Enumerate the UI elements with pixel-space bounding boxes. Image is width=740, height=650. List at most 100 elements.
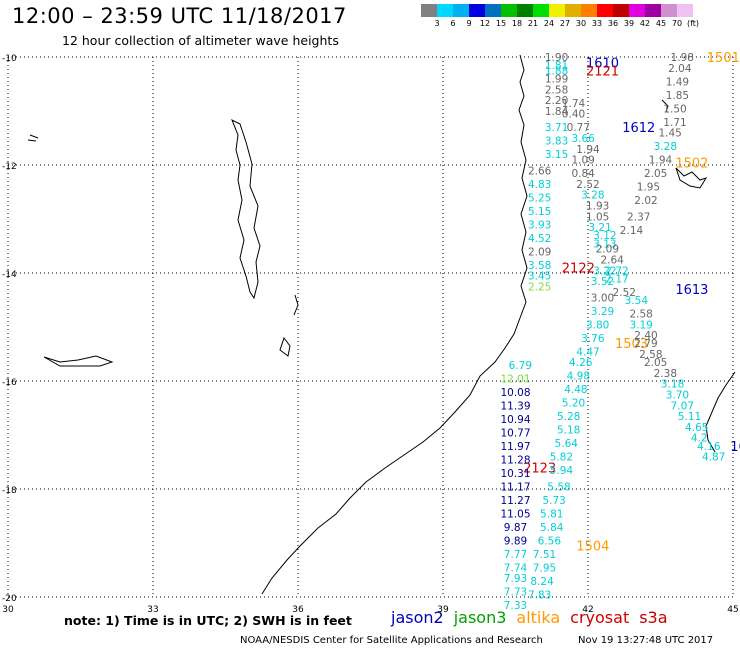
lon-tick-label: 36: [292, 605, 304, 615]
color-scale-label: 3: [434, 19, 440, 28]
wave-height-value: 6.56: [538, 535, 562, 547]
wave-height-value: 7.93: [504, 573, 527, 585]
color-swatch: [517, 4, 533, 17]
color-scale-label: (ft): [686, 19, 700, 28]
color-swatch: [581, 4, 597, 17]
track-number-label: 1503: [615, 337, 648, 352]
wave-height-value: 3.66: [571, 133, 595, 145]
wave-height-value: 7.77: [504, 549, 527, 561]
legend-item-altika: altika: [516, 608, 561, 627]
color-scale-label: 15: [495, 19, 507, 28]
satellite-legend: jason2 jason3 altika cryosat s3a: [391, 608, 678, 627]
wave-height-value: 0.40: [562, 109, 585, 121]
wave-height-value: 2.02: [634, 195, 657, 207]
wave-height-readings: 1.901.811.881.992.582.201.741.840.403.71…: [500, 52, 725, 612]
wave-height-value: 5.18: [557, 425, 580, 437]
lat-tick-label: -12: [2, 162, 17, 172]
wave-height-value: 9.89: [504, 535, 527, 547]
wave-height-value: 4.2: [691, 433, 708, 445]
small-lake: [279, 336, 291, 357]
wave-height-value: 2.05: [644, 168, 667, 180]
legend-item-s3a: s3a: [639, 608, 668, 627]
wave-height-value: 7.95: [533, 562, 556, 574]
wave-height-value: 9.87: [504, 522, 527, 534]
color-swatch: [629, 4, 645, 17]
madagascar-west-coast: [705, 371, 736, 453]
wave-height-color-scale: 3 6 9 12 15 18 21 24 27 30 33 36 39 42 45 70 (ft): [421, 4, 699, 31]
color-scale-label: 33: [591, 19, 603, 28]
wave-height-value: 1.84: [545, 106, 569, 118]
lake-malawi: [231, 118, 261, 300]
wave-height-value: 2.58: [639, 349, 662, 361]
wave-height-value: 11.39: [500, 400, 530, 412]
wave-height-value: 3.21: [588, 222, 611, 234]
wave-height-value: 2.20: [545, 95, 568, 107]
track-number-label: 1504: [576, 540, 609, 555]
wave-height-value: 3.52: [591, 276, 614, 288]
wave-height-value: 4.16: [697, 441, 721, 453]
legend-item-jason2: jason2: [391, 608, 444, 627]
wave-height-value: 0.77: [567, 122, 590, 134]
color-scale-label: 42: [639, 19, 651, 28]
wave-height-value: 7.73: [504, 587, 527, 599]
wave-height-value: 1.94: [649, 155, 673, 167]
wave-height-value: 2.14: [620, 225, 644, 237]
wave-height-value: 1.90: [545, 52, 568, 64]
wave-height-value: 5.15: [528, 206, 551, 218]
wave-height-value: 2.38: [654, 368, 677, 380]
wave-height-value: 11.17: [500, 481, 530, 493]
wave-height-value: 5.28: [557, 411, 580, 423]
wave-height-value: 7.51: [533, 549, 556, 561]
wave-height-value: 2.17: [605, 273, 628, 285]
wave-height-value: 2.09: [528, 246, 551, 258]
wave-height-value: 12.01: [500, 373, 530, 385]
wave-height-value: 2.64: [600, 255, 624, 267]
color-swatch: [501, 4, 517, 17]
wave-height-value: 1.09: [571, 155, 594, 167]
wave-height-value: 1.71: [663, 117, 686, 129]
wave-height-value: 6.79: [509, 360, 532, 372]
map-subtitle: 12 hour collection of altimeter wave hei…: [62, 33, 339, 48]
lat-tick-label: -16: [2, 378, 17, 388]
wave-height-value: 2.72: [605, 265, 628, 277]
wave-height-value: 1.45: [658, 128, 681, 140]
color-swatch: [421, 4, 437, 17]
wave-height-value: 3.70: [666, 390, 689, 402]
wave-height-value: 2.25: [528, 282, 551, 294]
color-scale-label: 9: [466, 19, 472, 28]
madagascar-north: [675, 167, 708, 189]
track-number-label: 1612: [622, 121, 655, 136]
lon-tick-label: 42: [582, 605, 593, 615]
wave-height-value: 4.83: [528, 179, 551, 191]
wave-height-value: 5.73: [542, 495, 565, 507]
wave-height-value: 2.37: [627, 211, 650, 223]
wave-height-value: 3.83: [545, 136, 568, 148]
wave-height-value: 5.11: [678, 411, 701, 423]
wave-height-value: 4.48: [564, 384, 587, 396]
map-title: 12:00 – 23:59 UTC 11/18/2017: [12, 4, 347, 28]
wave-height-value: 4.98: [567, 371, 590, 383]
wave-height-value: 5.94: [550, 465, 574, 477]
wave-height-value: 1.93: [586, 201, 609, 213]
color-swatch: [613, 4, 629, 17]
wave-height-value: 5.82: [550, 452, 573, 464]
wave-height-value: 2.58: [545, 84, 568, 96]
wave-height-value: 11.28: [500, 454, 530, 466]
river-fragment: [293, 294, 299, 316]
color-swatch: [453, 4, 469, 17]
wave-height-value: 3.15: [545, 149, 568, 161]
wave-height-value: 5.81: [540, 508, 563, 520]
track-number-label: 2123: [523, 461, 556, 476]
wave-height-value: 2.58: [629, 309, 652, 321]
lat-lon-grid: 30 33 36 39 42 45 -10 -12 -14 -16 -18 -20: [2, 54, 739, 615]
color-swatch: [549, 4, 565, 17]
track-number-label: 2122: [562, 262, 595, 277]
wave-height-value: 3.18: [661, 379, 684, 391]
wave-height-value: 5.64: [555, 438, 579, 450]
color-scale-label: 39: [623, 19, 635, 28]
wave-height-value: 1.81: [545, 60, 568, 72]
wave-height-value: 3.12: [593, 230, 616, 242]
wave-height-value: 2.40: [634, 330, 657, 342]
wave-height-value: 10.08: [500, 387, 530, 399]
color-swatch: [661, 4, 677, 17]
